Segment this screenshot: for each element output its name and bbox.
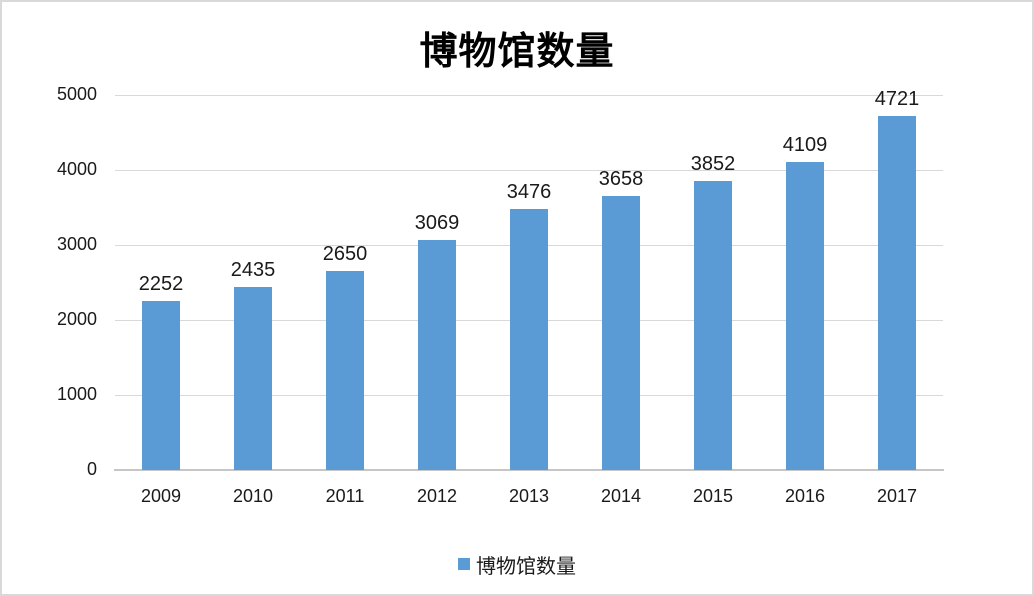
gridline — [115, 95, 943, 96]
x-axis-tick-label: 2017 — [876, 486, 918, 506]
bar-2013[interactable] — [510, 209, 548, 470]
x-axis-tick-label: 2013 — [508, 486, 550, 506]
y-axis-tick-label: 5000 — [56, 84, 97, 105]
x-axis-tick-label: 2016 — [784, 486, 826, 506]
bar-value-label: 4721 — [874, 87, 920, 110]
bar-2017[interactable] — [878, 115, 916, 470]
bar-2014[interactable] — [602, 195, 640, 470]
bar-value-label: 3658 — [598, 167, 644, 190]
x-axis-tick-label: 2015 — [692, 486, 734, 506]
x-axis-tick-label: 2009 — [140, 486, 182, 506]
bar-2016[interactable] — [786, 161, 824, 470]
legend: 博物馆数量 — [2, 552, 1032, 578]
y-axis-tick-label: 2000 — [56, 309, 97, 330]
bar-value-label: 3476 — [506, 181, 552, 204]
bar-value-label: 3852 — [690, 153, 736, 176]
bar-2012[interactable] — [418, 239, 456, 470]
legend-swatch-icon — [458, 558, 470, 570]
y-axis-tick-label: 4000 — [56, 159, 97, 180]
y-axis-tick-label: 1000 — [56, 384, 97, 405]
bar-2015[interactable] — [694, 181, 732, 470]
x-axis-tick-label: 2011 — [325, 486, 365, 506]
bar-value-label: 2252 — [138, 273, 184, 296]
bar-2010[interactable] — [234, 287, 272, 470]
y-axis-tick-label: 3000 — [56, 234, 97, 255]
bar-2011[interactable] — [326, 271, 364, 470]
x-axis-tick-label: 2012 — [416, 486, 458, 506]
gridline — [115, 170, 943, 171]
x-axis-line — [114, 469, 944, 471]
chart-title: 博物馆数量 — [419, 31, 615, 73]
x-axis-tick-label: 2010 — [232, 486, 274, 506]
bar-value-label: 2435 — [230, 259, 276, 282]
bar-2009[interactable] — [142, 301, 180, 470]
bar-value-label: 4109 — [782, 133, 828, 156]
legend-label: 博物馆数量 — [476, 555, 576, 578]
x-axis-tick-label: 2014 — [600, 486, 642, 506]
bar-value-label: 3069 — [414, 211, 460, 234]
bar-value-label: 2650 — [322, 243, 368, 266]
y-axis-tick-label: 0 — [86, 459, 97, 480]
